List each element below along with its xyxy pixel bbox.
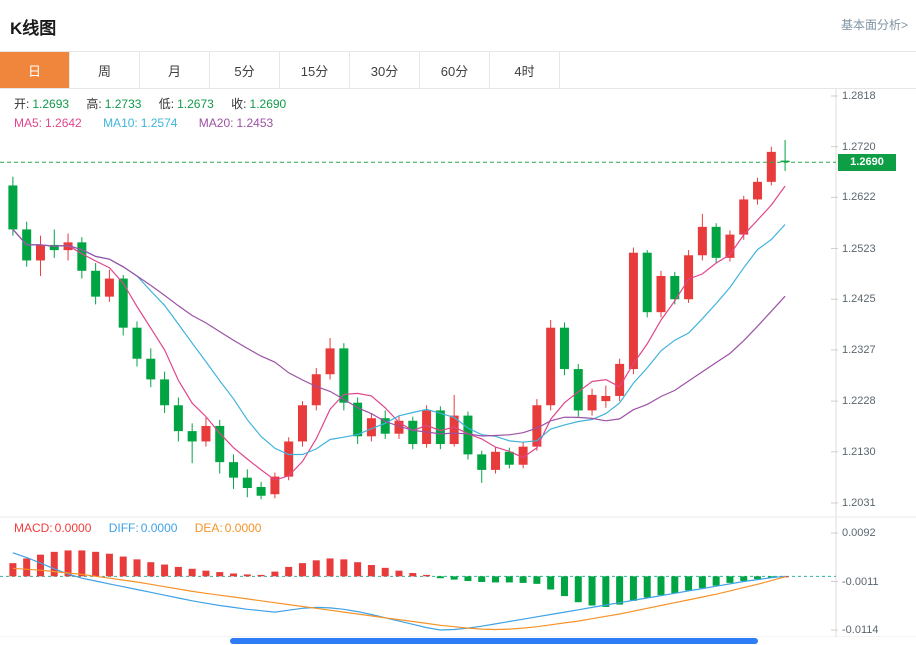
- price-axis-label: 1.2031: [842, 497, 876, 509]
- price-axis-label: 1.2228: [842, 395, 876, 408]
- close-label: 收:: [231, 97, 247, 111]
- price-axis-label: 1.2425: [842, 293, 876, 306]
- diff-value-item: DIFF: 0.0000: [109, 521, 178, 535]
- open-label: 开:: [14, 97, 30, 111]
- tab-15min[interactable]: 15分: [280, 52, 350, 88]
- high-value: 1.2733: [104, 97, 142, 111]
- macd-axis-label: -0.0114: [842, 624, 879, 636]
- price-axis-label: 1.2818: [842, 90, 876, 102]
- close-value: 1.2690: [249, 97, 287, 111]
- ma5-value: 1.2642: [45, 116, 82, 130]
- ohlc-legend: 开: 1.2693 高: 1.2733 低: 1.2673 收: 1.2690: [14, 95, 300, 112]
- macd-value: 0.0000: [54, 521, 92, 535]
- header: K线图 基本面分析>: [0, 0, 916, 52]
- tab-4hour[interactable]: 4时: [490, 52, 560, 88]
- ma10-value: 1.2574: [140, 116, 178, 130]
- timeframe-tabs: 日 周 月 5分 15分 30分 60分 4时: [0, 52, 916, 89]
- high-label: 高:: [86, 97, 102, 111]
- price-axis-label: 1.2130: [842, 445, 876, 458]
- dea-value-item: DEA: 0.0000: [195, 521, 262, 535]
- diff-label: DIFF:: [108, 521, 139, 535]
- macd-axis-label: -0.0011: [842, 575, 879, 588]
- scrollbar-track[interactable]: [0, 637, 916, 645]
- ma10-label: MA10:: [103, 116, 138, 130]
- current-price-badge: 1.2690: [838, 153, 896, 171]
- macd-value-item: MACD: 0.0000: [14, 521, 91, 535]
- ma-legend: MA5: 1.2642 MA10: 1.2574 MA20: 1.2453: [14, 116, 273, 130]
- tab-day[interactable]: 日: [0, 52, 70, 88]
- ma20-value: 1.2453: [236, 116, 274, 130]
- ma5-legend: MA5: 1.2642: [14, 116, 82, 130]
- macd-label: MACD:: [14, 521, 53, 535]
- ma10-legend: MA10: 1.2574: [103, 116, 177, 130]
- fundamental-analysis-link[interactable]: 基本面分析>: [840, 18, 908, 32]
- ohlc-open: 开: 1.2693: [14, 97, 69, 111]
- low-label: 低:: [158, 97, 175, 111]
- scrollbar-thumb[interactable]: [230, 638, 758, 644]
- macd-legend: MACD: 0.0000 DIFF: 0.0000 DEA: 0.0000: [14, 521, 261, 535]
- tab-60min[interactable]: 60分: [420, 52, 490, 88]
- diff-value: 0.0000: [140, 521, 178, 535]
- low-value: 1.2673: [177, 97, 214, 111]
- page-title: K线图: [10, 19, 57, 38]
- ma20-label: MA20:: [198, 116, 234, 130]
- dea-label: DEA:: [194, 521, 223, 535]
- open-value: 1.2693: [32, 97, 70, 111]
- ohlc-high: 高: 1.2733: [86, 97, 141, 111]
- macd-axis-label: 0.0092: [842, 527, 876, 539]
- tab-30min[interactable]: 30分: [350, 52, 420, 88]
- dea-value: 0.0000: [224, 521, 262, 535]
- ohlc-close: 收: 1.2690: [231, 97, 286, 111]
- price-axis-label: 1.2327: [842, 343, 876, 356]
- ohlc-low: 低: 1.2673: [159, 97, 214, 111]
- price-axis-label: 1.2622: [842, 191, 876, 204]
- tab-5min[interactable]: 5分: [210, 52, 280, 88]
- price-axis-label: 1.2523: [842, 242, 876, 255]
- ma20-legend: MA20: 1.2453: [199, 116, 273, 130]
- ma5-label: MA5:: [14, 116, 43, 130]
- price-axis-label: 1.2720: [842, 140, 876, 153]
- tab-week[interactable]: 周: [70, 52, 140, 88]
- tab-month[interactable]: 月: [140, 52, 210, 88]
